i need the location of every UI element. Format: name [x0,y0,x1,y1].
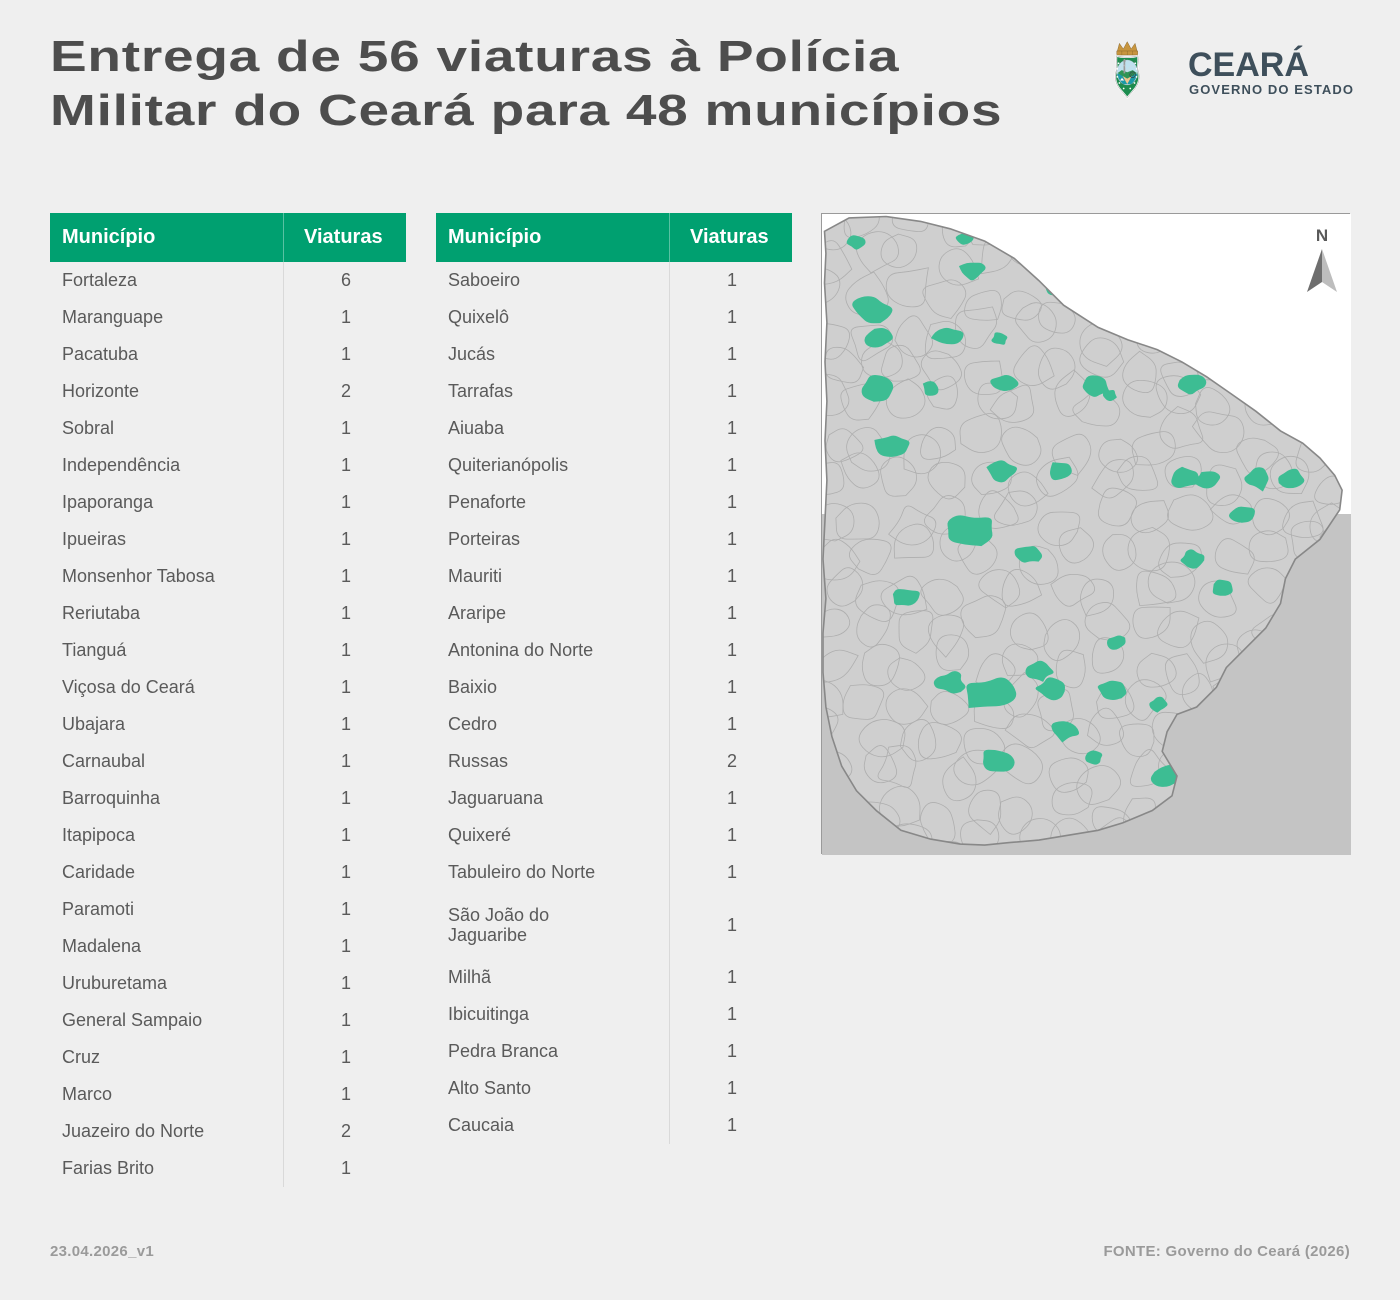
svg-text:GOVERNO DO ESTADO: GOVERNO DO ESTADO [1189,82,1354,97]
svg-text:N: N [1316,226,1328,245]
svg-text:CEARÁ: CEARÁ [1188,46,1309,84]
